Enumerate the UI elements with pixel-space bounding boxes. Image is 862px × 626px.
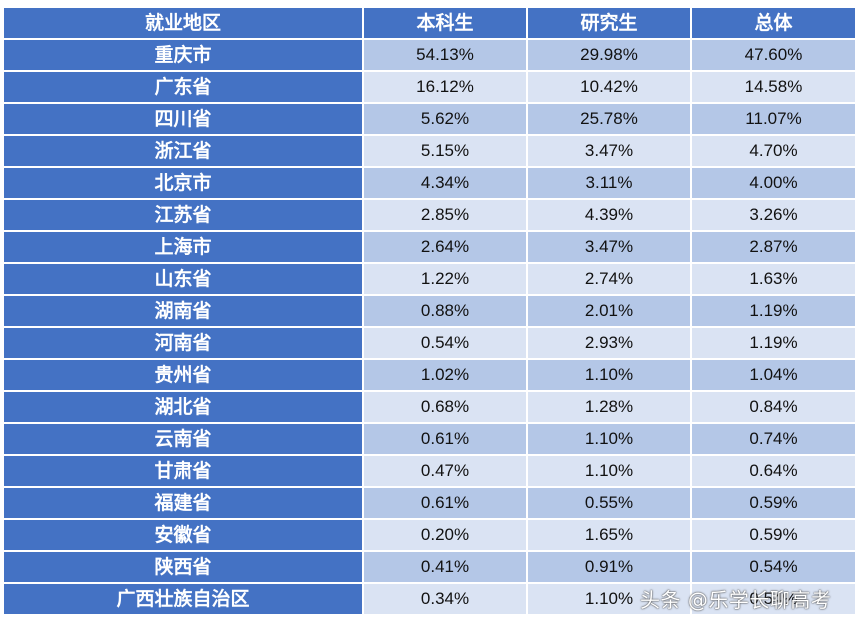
region-cell: 江苏省 xyxy=(4,198,364,232)
undergrad-cell: 5.15% xyxy=(362,134,528,168)
region-cell: 陕西省 xyxy=(4,550,364,584)
overall-cell: 1.04% xyxy=(690,358,855,392)
region-cell: 北京市 xyxy=(4,166,364,200)
table-row: 山东省 1.22% 2.74% 1.63% xyxy=(4,262,855,296)
undergrad-cell: 0.34% xyxy=(362,582,528,616)
undergrad-cell: 0.47% xyxy=(362,454,528,488)
overall-cell: 1.19% xyxy=(690,326,855,360)
header-graduate: 研究生 xyxy=(526,8,692,40)
table-row: 北京市 4.34% 3.11% 4.00% xyxy=(4,166,855,200)
table-row: 甘肃省 0.47% 1.10% 0.64% xyxy=(4,454,855,488)
region-cell: 湖北省 xyxy=(4,390,364,424)
region-cell: 重庆市 xyxy=(4,38,364,72)
region-cell: 甘肃省 xyxy=(4,454,364,488)
undergrad-cell: 16.12% xyxy=(362,70,528,104)
employment-region-table: 就业地区 本科生 研究生 总体 重庆市 54.13% 29.98% 47.60%… xyxy=(4,8,855,616)
region-cell: 云南省 xyxy=(4,422,364,456)
graduate-cell: 4.39% xyxy=(526,198,692,232)
overall-cell: 0.54% xyxy=(690,582,855,616)
region-cell: 广东省 xyxy=(4,70,364,104)
graduate-cell: 3.11% xyxy=(526,166,692,200)
region-cell: 河南省 xyxy=(4,326,364,360)
overall-cell: 3.26% xyxy=(690,198,855,232)
region-cell: 广西壮族自治区 xyxy=(4,582,364,616)
graduate-cell: 3.47% xyxy=(526,134,692,168)
undergrad-cell: 0.88% xyxy=(362,294,528,328)
undergrad-cell: 2.64% xyxy=(362,230,528,264)
region-cell: 福建省 xyxy=(4,486,364,520)
undergrad-cell: 4.34% xyxy=(362,166,528,200)
undergrad-cell: 0.41% xyxy=(362,550,528,584)
table-row: 河南省 0.54% 2.93% 1.19% xyxy=(4,326,855,360)
overall-cell: 4.70% xyxy=(690,134,855,168)
table-row: 上海市 2.64% 3.47% 2.87% xyxy=(4,230,855,264)
undergrad-cell: 0.61% xyxy=(362,422,528,456)
graduate-cell: 2.01% xyxy=(526,294,692,328)
overall-cell: 0.59% xyxy=(690,486,855,520)
overall-cell: 0.74% xyxy=(690,422,855,456)
table-row: 湖北省 0.68% 1.28% 0.84% xyxy=(4,390,855,424)
graduate-cell: 0.55% xyxy=(526,486,692,520)
undergrad-cell: 1.02% xyxy=(362,358,528,392)
table-row: 浙江省 5.15% 3.47% 4.70% xyxy=(4,134,855,168)
table-row: 广东省 16.12% 10.42% 14.58% xyxy=(4,70,855,104)
graduate-cell: 1.10% xyxy=(526,454,692,488)
header-region: 就业地区 xyxy=(4,8,364,40)
undergrad-cell: 0.61% xyxy=(362,486,528,520)
graduate-cell: 1.10% xyxy=(526,422,692,456)
table-row: 重庆市 54.13% 29.98% 47.60% xyxy=(4,38,855,72)
graduate-cell: 25.78% xyxy=(526,102,692,136)
undergrad-cell: 0.54% xyxy=(362,326,528,360)
overall-cell: 0.59% xyxy=(690,518,855,552)
region-cell: 湖南省 xyxy=(4,294,364,328)
overall-cell: 11.07% xyxy=(690,102,855,136)
table-row: 湖南省 0.88% 2.01% 1.19% xyxy=(4,294,855,328)
graduate-cell: 2.74% xyxy=(526,262,692,296)
undergrad-cell: 2.85% xyxy=(362,198,528,232)
table-row: 贵州省 1.02% 1.10% 1.04% xyxy=(4,358,855,392)
region-cell: 浙江省 xyxy=(4,134,364,168)
region-cell: 山东省 xyxy=(4,262,364,296)
graduate-cell: 1.10% xyxy=(526,582,692,616)
region-cell: 四川省 xyxy=(4,102,364,136)
overall-cell: 0.54% xyxy=(690,550,855,584)
table-row: 四川省 5.62% 25.78% 11.07% xyxy=(4,102,855,136)
undergrad-cell: 1.22% xyxy=(362,262,528,296)
table-row: 陕西省 0.41% 0.91% 0.54% xyxy=(4,550,855,584)
overall-cell: 4.00% xyxy=(690,166,855,200)
table-row: 云南省 0.61% 1.10% 0.74% xyxy=(4,422,855,456)
region-cell: 安徽省 xyxy=(4,518,364,552)
graduate-cell: 0.91% xyxy=(526,550,692,584)
graduate-cell: 29.98% xyxy=(526,38,692,72)
graduate-cell: 3.47% xyxy=(526,230,692,264)
graduate-cell: 1.65% xyxy=(526,518,692,552)
header-undergrad: 本科生 xyxy=(362,8,528,40)
overall-cell: 1.19% xyxy=(690,294,855,328)
overall-cell: 1.63% xyxy=(690,262,855,296)
header-overall: 总体 xyxy=(690,8,855,40)
graduate-cell: 10.42% xyxy=(526,70,692,104)
undergrad-cell: 0.68% xyxy=(362,390,528,424)
undergrad-cell: 5.62% xyxy=(362,102,528,136)
table-row: 江苏省 2.85% 4.39% 3.26% xyxy=(4,198,855,232)
table-row: 安徽省 0.20% 1.65% 0.59% xyxy=(4,518,855,552)
overall-cell: 0.84% xyxy=(690,390,855,424)
undergrad-cell: 0.20% xyxy=(362,518,528,552)
graduate-cell: 1.28% xyxy=(526,390,692,424)
table-row: 广西壮族自治区 0.34% 1.10% 0.54% xyxy=(4,582,855,616)
table-row: 福建省 0.61% 0.55% 0.59% xyxy=(4,486,855,520)
graduate-cell: 1.10% xyxy=(526,358,692,392)
undergrad-cell: 54.13% xyxy=(362,38,528,72)
region-cell: 贵州省 xyxy=(4,358,364,392)
table-header-row: 就业地区 本科生 研究生 总体 xyxy=(4,8,855,40)
region-cell: 上海市 xyxy=(4,230,364,264)
overall-cell: 47.60% xyxy=(690,38,855,72)
overall-cell: 0.64% xyxy=(690,454,855,488)
overall-cell: 14.58% xyxy=(690,70,855,104)
overall-cell: 2.87% xyxy=(690,230,855,264)
graduate-cell: 2.93% xyxy=(526,326,692,360)
